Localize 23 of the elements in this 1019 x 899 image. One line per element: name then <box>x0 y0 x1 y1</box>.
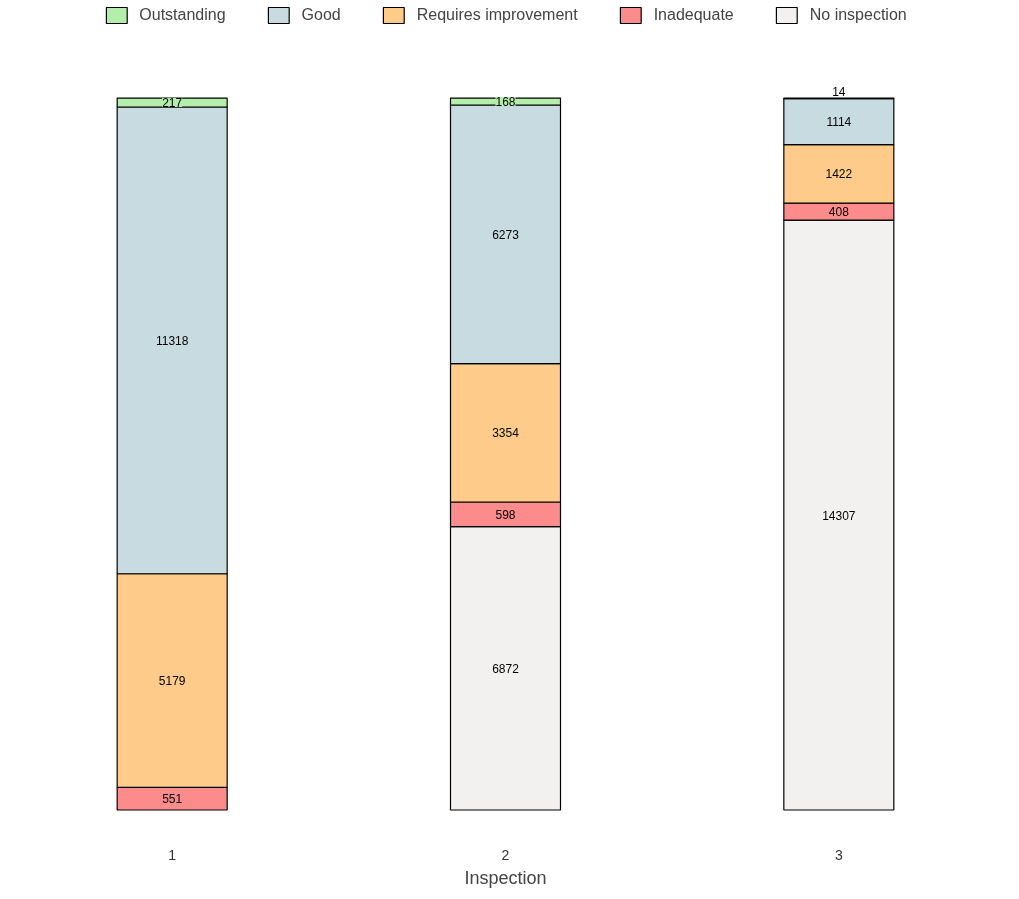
legend-label: Outstanding <box>139 6 226 24</box>
data-label: 168 <box>495 95 516 110</box>
legend-label: Requires improvement <box>416 6 578 24</box>
data-label: 6273 <box>492 227 520 242</box>
x-tick-label: 2 <box>501 846 510 863</box>
data-label: 5179 <box>158 674 186 689</box>
data-label: 3354 <box>492 426 520 441</box>
data-label: 1114 <box>826 115 852 130</box>
data-label: 217 <box>162 96 183 111</box>
x-tick-label: 1 <box>168 846 177 863</box>
data-label: 1422 <box>825 167 853 182</box>
data-label: 14 <box>832 85 846 100</box>
legend-label: No inspection <box>809 6 907 24</box>
data-label: 14307 <box>822 508 856 523</box>
legend-label: Inadequate <box>653 6 734 24</box>
data-label: 408 <box>828 205 850 220</box>
legend-label: Good <box>301 6 341 24</box>
x-axis-title: Inspection <box>464 867 547 888</box>
data-label: 11318 <box>155 333 189 348</box>
x-tick-label: 3 <box>834 846 843 863</box>
data-label: 551 <box>162 792 183 807</box>
data-label: 6872 <box>492 661 520 676</box>
data-label: 598 <box>495 507 516 522</box>
